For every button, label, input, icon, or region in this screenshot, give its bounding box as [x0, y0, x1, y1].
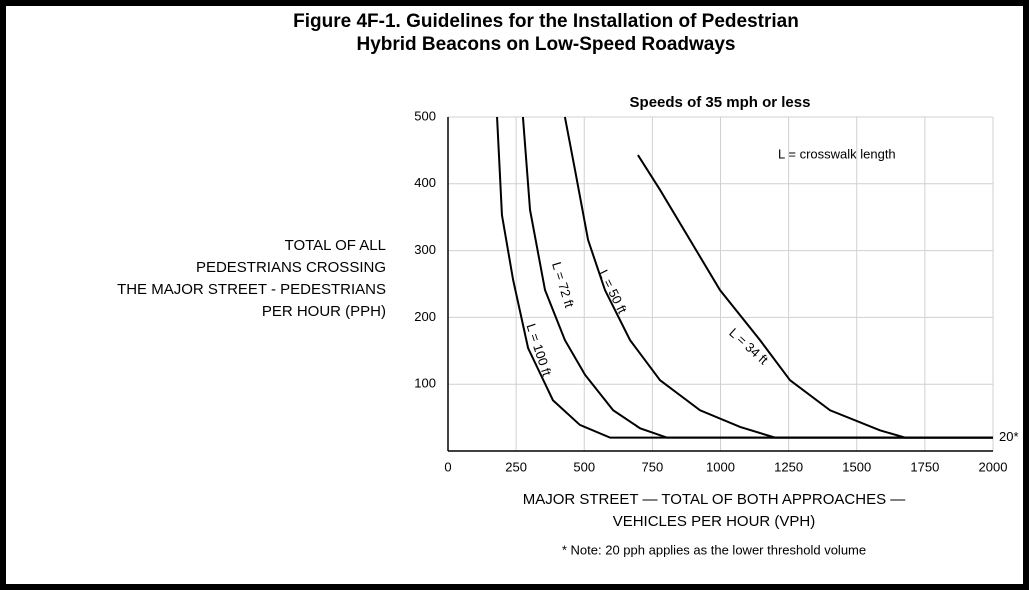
- annotation: L = crosswalk length: [778, 146, 896, 161]
- subtitle: Speeds of 35 mph or less: [630, 94, 811, 111]
- x-tick-label: 2000: [979, 459, 1008, 474]
- line: [637, 154, 993, 439]
- y-axis-label: TOTAL OF ALL: [285, 237, 386, 254]
- line: [496, 116, 993, 439]
- line: [563, 116, 993, 439]
- x-tick-label: 500: [573, 459, 595, 474]
- line: [521, 116, 993, 439]
- x-axis-label: VEHICLES PER HOUR (VPH): [613, 513, 816, 530]
- x-tick-label: 1500: [842, 459, 871, 474]
- x-tick-label: 0: [444, 459, 451, 474]
- x-tick-label: 750: [642, 459, 664, 474]
- chart-title: Figure 4F-1. Guidelines for the Installa…: [293, 11, 799, 32]
- annotation: 20*: [999, 429, 1019, 444]
- y-axis-label: THE MAJOR STREET - PEDESTRIANS: [117, 281, 386, 298]
- y-tick-label: 500: [414, 108, 436, 123]
- x-axis-label: MAJOR STREET — TOTAL OF BOTH APPROACHES …: [523, 491, 906, 508]
- y-axis-label: PER HOUR (PPH): [262, 303, 386, 320]
- chart-title: Hybrid Beacons on Low-Speed Roadways: [356, 34, 735, 55]
- x-tick-label: 1000: [706, 459, 735, 474]
- y-axis-label: PEDESTRIANS CROSSING: [196, 259, 386, 276]
- note: * Note: 20 pph applies as the lower thre…: [562, 542, 866, 557]
- y-tick-label: 300: [414, 242, 436, 257]
- y-tick-label: 100: [414, 376, 436, 391]
- y-tick-label: 200: [414, 309, 436, 324]
- x-tick-label: 1250: [774, 459, 803, 474]
- y-tick-label: 400: [414, 175, 436, 190]
- x-tick-label: 250: [505, 459, 527, 474]
- x-tick-label: 1750: [910, 459, 939, 474]
